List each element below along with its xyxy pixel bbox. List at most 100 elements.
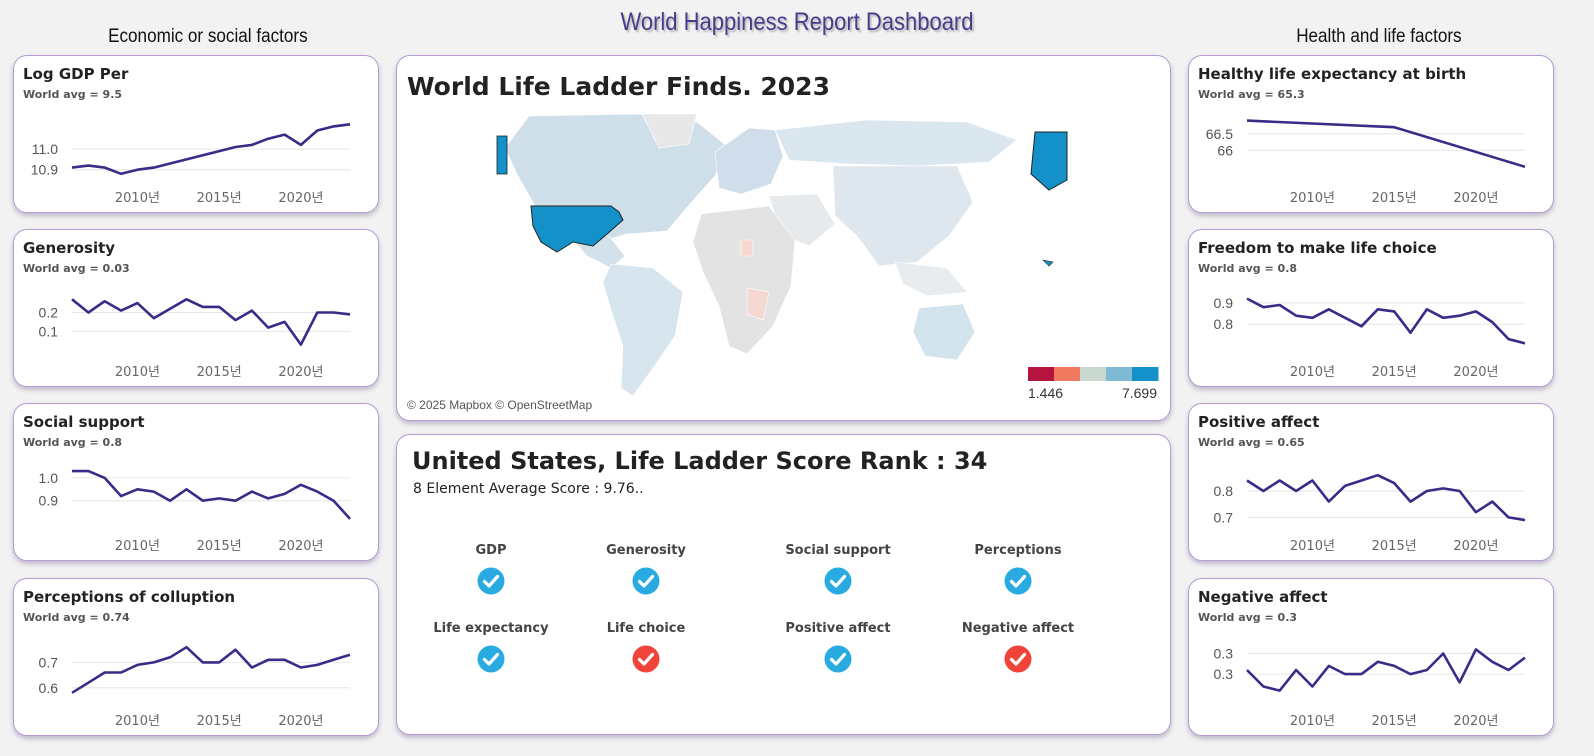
data-point[interactable] <box>347 121 353 127</box>
data-point[interactable] <box>134 300 140 306</box>
data-point[interactable] <box>1522 517 1528 523</box>
data-point[interactable] <box>118 493 124 499</box>
data-point[interactable] <box>1260 488 1266 494</box>
data-point[interactable] <box>216 495 222 501</box>
data-point[interactable] <box>183 296 189 302</box>
card-freedom[interactable]: Freedom to make life choice World avg = … <box>1188 229 1554 387</box>
data-point[interactable] <box>233 144 239 150</box>
data-point[interactable] <box>1244 477 1250 483</box>
data-point[interactable] <box>331 123 337 129</box>
data-point[interactable] <box>1342 483 1348 489</box>
data-point[interactable] <box>331 310 337 316</box>
card-positive-affect[interactable]: Positive affect World avg = 0.65 0.7 0.8 2… <box>1188 403 1554 561</box>
data-point[interactable] <box>314 310 320 316</box>
data-point[interactable] <box>1358 671 1364 677</box>
data-point[interactable] <box>1375 306 1381 312</box>
series-line[interactable] <box>1246 119 1526 169</box>
data-point[interactable] <box>1457 488 1463 494</box>
data-point[interactable] <box>102 475 108 481</box>
data-point[interactable] <box>85 310 91 316</box>
data-point[interactable] <box>216 659 222 665</box>
data-point[interactable] <box>1506 667 1512 673</box>
data-point[interactable] <box>298 664 304 670</box>
line-chart-social-support[interactable]: 0.9 1.0 2010년 2015년 2020년 <box>14 404 379 561</box>
data-point[interactable] <box>347 311 353 317</box>
data-point[interactable] <box>118 670 124 676</box>
data-point[interactable] <box>298 142 304 148</box>
data-point[interactable] <box>233 498 239 504</box>
data-point[interactable] <box>1326 306 1332 312</box>
data-point[interactable] <box>1358 323 1364 329</box>
data-point[interactable] <box>1408 671 1414 677</box>
data-point[interactable] <box>1489 499 1495 505</box>
data-point[interactable] <box>1375 472 1381 478</box>
data-point[interactable] <box>1408 330 1414 336</box>
data-point[interactable] <box>167 498 173 504</box>
data-point[interactable] <box>1440 485 1446 491</box>
data-point[interactable] <box>200 498 206 504</box>
line-chart-gdp[interactable]: 10.9 11.0 2010년 2015년 2020년 <box>14 56 379 213</box>
data-point[interactable] <box>1522 655 1528 661</box>
series-line[interactable] <box>72 469 351 520</box>
data-point[interactable] <box>134 662 140 668</box>
data-point[interactable] <box>1244 118 1250 124</box>
series-line[interactable] <box>1246 297 1526 345</box>
data-point[interactable] <box>183 486 189 492</box>
data-point[interactable] <box>216 304 222 310</box>
data-point[interactable] <box>1391 480 1397 486</box>
data-point[interactable] <box>1326 663 1332 669</box>
data-point[interactable] <box>1473 509 1479 515</box>
line-chart-generosity[interactable]: 0.1 0.2 2010년 2015년 2020년 <box>14 230 379 387</box>
data-point[interactable] <box>1260 304 1266 310</box>
data-point[interactable] <box>1309 684 1315 690</box>
data-point[interactable] <box>85 680 91 686</box>
data-point[interactable] <box>331 657 337 663</box>
data-point[interactable] <box>200 304 206 310</box>
data-point[interactable] <box>69 468 75 474</box>
data-point[interactable] <box>1358 477 1364 483</box>
data-point[interactable] <box>151 659 157 665</box>
data-point[interactable] <box>282 319 288 325</box>
data-point[interactable] <box>1277 688 1283 694</box>
data-point[interactable] <box>1326 499 1332 505</box>
data-point[interactable] <box>102 670 108 676</box>
card-negative-affect[interactable]: Negative affect World avg = 0.3 0.3 0.3 20… <box>1188 578 1554 736</box>
data-point[interactable] <box>314 662 320 668</box>
line-chart-negative-affect[interactable]: 0.3 0.3 2010년 2015년 2020년 <box>1189 579 1554 736</box>
data-point[interactable] <box>249 489 255 495</box>
card-life-expectancy[interactable]: Healthy life expectancy at birth World a… <box>1188 55 1554 213</box>
data-point[interactable] <box>118 171 124 177</box>
data-point[interactable] <box>1522 164 1528 170</box>
data-point[interactable] <box>102 298 108 304</box>
data-point[interactable] <box>1375 659 1381 665</box>
data-point[interactable] <box>282 132 288 138</box>
data-point[interactable] <box>1440 315 1446 321</box>
data-point[interactable] <box>1440 651 1446 657</box>
data-point[interactable] <box>298 482 304 488</box>
data-point[interactable] <box>1342 671 1348 677</box>
data-point[interactable] <box>167 654 173 660</box>
data-point[interactable] <box>1391 308 1397 314</box>
data-point[interactable] <box>102 165 108 171</box>
card-corruption[interactable]: Perceptions of colluption World avg = 0.… <box>13 578 379 736</box>
data-point[interactable] <box>1473 646 1479 652</box>
data-point[interactable] <box>1424 667 1430 673</box>
data-point[interactable] <box>1506 514 1512 520</box>
data-point[interactable] <box>233 647 239 653</box>
data-point[interactable] <box>1309 315 1315 321</box>
data-point[interactable] <box>183 156 189 162</box>
series-line[interactable] <box>71 298 351 346</box>
data-point[interactable] <box>1489 319 1495 325</box>
data-point[interactable] <box>134 167 140 173</box>
data-point[interactable] <box>282 657 288 663</box>
data-point[interactable] <box>1424 306 1430 312</box>
data-point[interactable] <box>1293 488 1299 494</box>
world-map[interactable]: 1.446 7.699 <box>397 56 1171 421</box>
data-point[interactable] <box>1244 296 1250 302</box>
data-point[interactable] <box>265 495 271 501</box>
data-point[interactable] <box>347 652 353 658</box>
data-point[interactable] <box>1457 679 1463 685</box>
data-point[interactable] <box>151 165 157 171</box>
data-point[interactable] <box>1408 499 1414 505</box>
